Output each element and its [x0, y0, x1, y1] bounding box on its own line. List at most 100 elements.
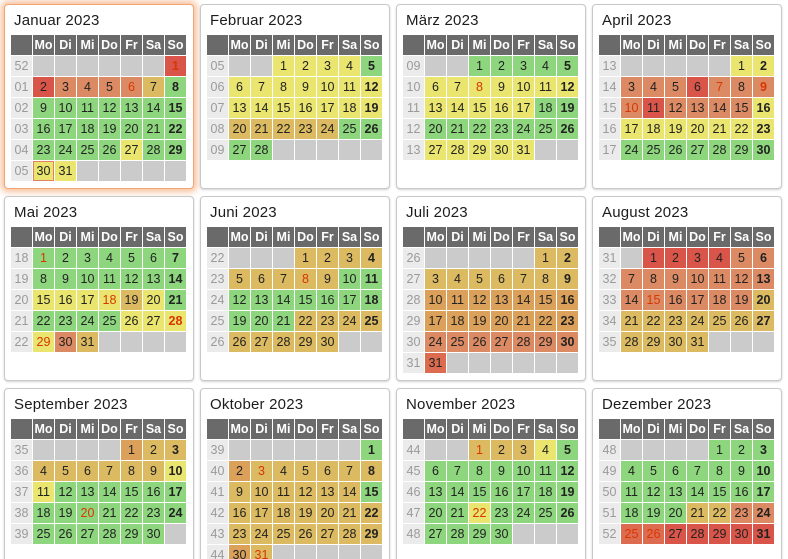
day-cell-februar-2023-10[interactable]: 10	[317, 77, 338, 97]
day-cell-oktober-2023-6[interactable]: 6	[317, 461, 338, 481]
day-cell-m-rz-2023-5[interactable]: 5	[557, 56, 578, 76]
day-cell-juli-2023-11[interactable]: 11	[447, 290, 468, 310]
day-cell-oktober-2023-14[interactable]: 14	[339, 482, 360, 502]
day-cell-mai-2023-25[interactable]: 25	[99, 311, 120, 331]
day-cell-m-rz-2023-26[interactable]: 26	[557, 119, 578, 139]
day-cell-januar-2023-12[interactable]: 12	[99, 98, 120, 118]
day-cell-m-rz-2023-16[interactable]: 16	[491, 98, 512, 118]
day-cell-januar-2023-30[interactable]: 30	[33, 161, 54, 181]
day-cell-november-2023-10[interactable]: 10	[513, 461, 534, 481]
day-cell-mai-2023-21[interactable]: 21	[165, 290, 186, 310]
day-cell-november-2023-9[interactable]: 9	[491, 461, 512, 481]
day-cell-juli-2023-15[interactable]: 15	[535, 290, 556, 310]
day-cell-august-2023-26[interactable]: 26	[731, 311, 752, 331]
day-cell-august-2023-9[interactable]: 9	[665, 269, 686, 289]
day-cell-juli-2023-17[interactable]: 17	[425, 311, 446, 331]
day-cell-januar-2023-21[interactable]: 21	[143, 119, 164, 139]
day-cell-oktober-2023-15[interactable]: 15	[361, 482, 382, 502]
day-cell-april-2023-4[interactable]: 4	[643, 77, 664, 97]
day-cell-februar-2023-26[interactable]: 26	[361, 119, 382, 139]
day-cell-dezember-2023-21[interactable]: 21	[687, 503, 708, 523]
day-cell-oktober-2023-25[interactable]: 25	[273, 524, 294, 544]
day-cell-november-2023-28[interactable]: 28	[447, 524, 468, 544]
day-cell-april-2023-1[interactable]: 1	[731, 56, 752, 76]
day-cell-august-2023-12[interactable]: 12	[731, 269, 752, 289]
day-cell-mai-2023-28[interactable]: 28	[165, 311, 186, 331]
day-cell-august-2023-1[interactable]: 1	[643, 248, 664, 268]
day-cell-m-rz-2023-8[interactable]: 8	[469, 77, 490, 97]
day-cell-mai-2023-27[interactable]: 27	[143, 311, 164, 331]
day-cell-oktober-2023-18[interactable]: 18	[273, 503, 294, 523]
day-cell-juni-2023-17[interactable]: 17	[339, 290, 360, 310]
day-cell-april-2023-26[interactable]: 26	[665, 140, 686, 160]
day-cell-m-rz-2023-29[interactable]: 29	[469, 140, 490, 160]
day-cell-mai-2023-22[interactable]: 22	[33, 311, 54, 331]
day-cell-april-2023-24[interactable]: 24	[621, 140, 642, 160]
day-cell-februar-2023-1[interactable]: 1	[273, 56, 294, 76]
day-cell-april-2023-27[interactable]: 27	[687, 140, 708, 160]
day-cell-august-2023-30[interactable]: 30	[665, 332, 686, 352]
day-cell-april-2023-25[interactable]: 25	[643, 140, 664, 160]
day-cell-januar-2023-11[interactable]: 11	[77, 98, 98, 118]
day-cell-august-2023-6[interactable]: 6	[753, 248, 774, 268]
day-cell-oktober-2023-29[interactable]: 29	[361, 524, 382, 544]
day-cell-april-2023-7[interactable]: 7	[709, 77, 730, 97]
day-cell-november-2023-20[interactable]: 20	[425, 503, 446, 523]
day-cell-m-rz-2023-14[interactable]: 14	[447, 98, 468, 118]
day-cell-dezember-2023-28[interactable]: 28	[687, 524, 708, 544]
day-cell-februar-2023-24[interactable]: 24	[317, 119, 338, 139]
day-cell-mai-2023-26[interactable]: 26	[121, 311, 142, 331]
day-cell-april-2023-14[interactable]: 14	[709, 98, 730, 118]
day-cell-januar-2023-13[interactable]: 13	[121, 98, 142, 118]
day-cell-februar-2023-22[interactable]: 22	[273, 119, 294, 139]
day-cell-november-2023-15[interactable]: 15	[469, 482, 490, 502]
day-cell-september-2023-18[interactable]: 18	[33, 503, 54, 523]
day-cell-april-2023-12[interactable]: 12	[665, 98, 686, 118]
day-cell-juni-2023-26[interactable]: 26	[229, 332, 250, 352]
day-cell-mai-2023-16[interactable]: 16	[55, 290, 76, 310]
day-cell-juli-2023-2[interactable]: 2	[557, 248, 578, 268]
day-cell-m-rz-2023-31[interactable]: 31	[513, 140, 534, 160]
day-cell-juli-2023-5[interactable]: 5	[469, 269, 490, 289]
day-cell-februar-2023-4[interactable]: 4	[339, 56, 360, 76]
day-cell-juli-2023-9[interactable]: 9	[557, 269, 578, 289]
day-cell-oktober-2023-30[interactable]: 30	[229, 545, 250, 559]
day-cell-januar-2023-29[interactable]: 29	[165, 140, 186, 160]
day-cell-februar-2023-13[interactable]: 13	[229, 98, 250, 118]
day-cell-februar-2023-23[interactable]: 23	[295, 119, 316, 139]
day-cell-dezember-2023-29[interactable]: 29	[709, 524, 730, 544]
day-cell-oktober-2023-17[interactable]: 17	[251, 503, 272, 523]
day-cell-april-2023-28[interactable]: 28	[709, 140, 730, 160]
day-cell-oktober-2023-31[interactable]: 31	[251, 545, 272, 559]
day-cell-september-2023-4[interactable]: 4	[33, 461, 54, 481]
day-cell-februar-2023-25[interactable]: 25	[339, 119, 360, 139]
day-cell-juni-2023-20[interactable]: 20	[251, 311, 272, 331]
day-cell-september-2023-6[interactable]: 6	[77, 461, 98, 481]
day-cell-april-2023-11[interactable]: 11	[643, 98, 664, 118]
day-cell-september-2023-20[interactable]: 20	[77, 503, 98, 523]
day-cell-august-2023-14[interactable]: 14	[621, 290, 642, 310]
day-cell-august-2023-4[interactable]: 4	[709, 248, 730, 268]
day-cell-februar-2023-16[interactable]: 16	[295, 98, 316, 118]
day-cell-juli-2023-24[interactable]: 24	[425, 332, 446, 352]
day-cell-juli-2023-8[interactable]: 8	[535, 269, 556, 289]
day-cell-juli-2023-28[interactable]: 28	[513, 332, 534, 352]
day-cell-januar-2023-7[interactable]: 7	[143, 77, 164, 97]
day-cell-juni-2023-3[interactable]: 3	[339, 248, 360, 268]
day-cell-mai-2023-23[interactable]: 23	[55, 311, 76, 331]
day-cell-august-2023-17[interactable]: 17	[687, 290, 708, 310]
day-cell-september-2023-8[interactable]: 8	[121, 461, 142, 481]
day-cell-februar-2023-18[interactable]: 18	[339, 98, 360, 118]
day-cell-dezember-2023-5[interactable]: 5	[643, 461, 664, 481]
day-cell-juni-2023-7[interactable]: 7	[273, 269, 294, 289]
day-cell-m-rz-2023-9[interactable]: 9	[491, 77, 512, 97]
day-cell-juni-2023-23[interactable]: 23	[317, 311, 338, 331]
day-cell-juni-2023-10[interactable]: 10	[339, 269, 360, 289]
day-cell-oktober-2023-2[interactable]: 2	[229, 461, 250, 481]
day-cell-m-rz-2023-19[interactable]: 19	[557, 98, 578, 118]
day-cell-september-2023-22[interactable]: 22	[121, 503, 142, 523]
day-cell-oktober-2023-3[interactable]: 3	[251, 461, 272, 481]
day-cell-januar-2023-16[interactable]: 16	[33, 119, 54, 139]
day-cell-oktober-2023-22[interactable]: 22	[361, 503, 382, 523]
day-cell-august-2023-20[interactable]: 20	[753, 290, 774, 310]
